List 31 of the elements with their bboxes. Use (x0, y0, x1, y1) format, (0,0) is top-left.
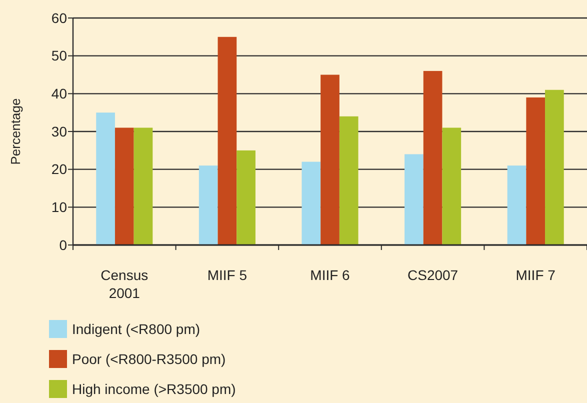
y-tick-label: 30 (51, 123, 68, 140)
y-tick-label: 10 (51, 199, 68, 216)
bar (423, 70, 442, 245)
bar (404, 154, 424, 245)
legend-label: High income (>R3500 pm) (72, 380, 236, 397)
bar (339, 116, 358, 245)
x-tick-label: CS2007 (408, 267, 458, 283)
x-tick-label: MIIF 7 (516, 267, 556, 283)
bar (320, 74, 340, 245)
bar (545, 90, 564, 245)
x-tick-label: Census 2001 (100, 267, 148, 301)
legend-label: Indigent (<R800 pm) (72, 320, 200, 337)
bar (236, 150, 256, 245)
bar (218, 36, 237, 245)
bar (114, 128, 134, 245)
y-tick-label: 20 (51, 161, 68, 178)
bar (134, 128, 153, 245)
y-axis-title: Percentage (8, 98, 23, 165)
x-tick-label: MIIF 6 (310, 267, 350, 283)
x-tick-label: MIIF 5 (207, 267, 248, 283)
bar (198, 166, 218, 245)
y-tick-label: 60 (51, 10, 68, 26)
bar (96, 112, 115, 245)
y-tick-label: 0 (59, 236, 68, 253)
bar (507, 166, 526, 245)
legend-label: Poor (<R800-R3500 pm) (72, 350, 226, 367)
y-tick-label: 40 (51, 86, 68, 102)
bar (302, 162, 321, 245)
y-tick-label: 50 (51, 48, 68, 64)
bar (526, 97, 546, 245)
bar (442, 128, 462, 245)
